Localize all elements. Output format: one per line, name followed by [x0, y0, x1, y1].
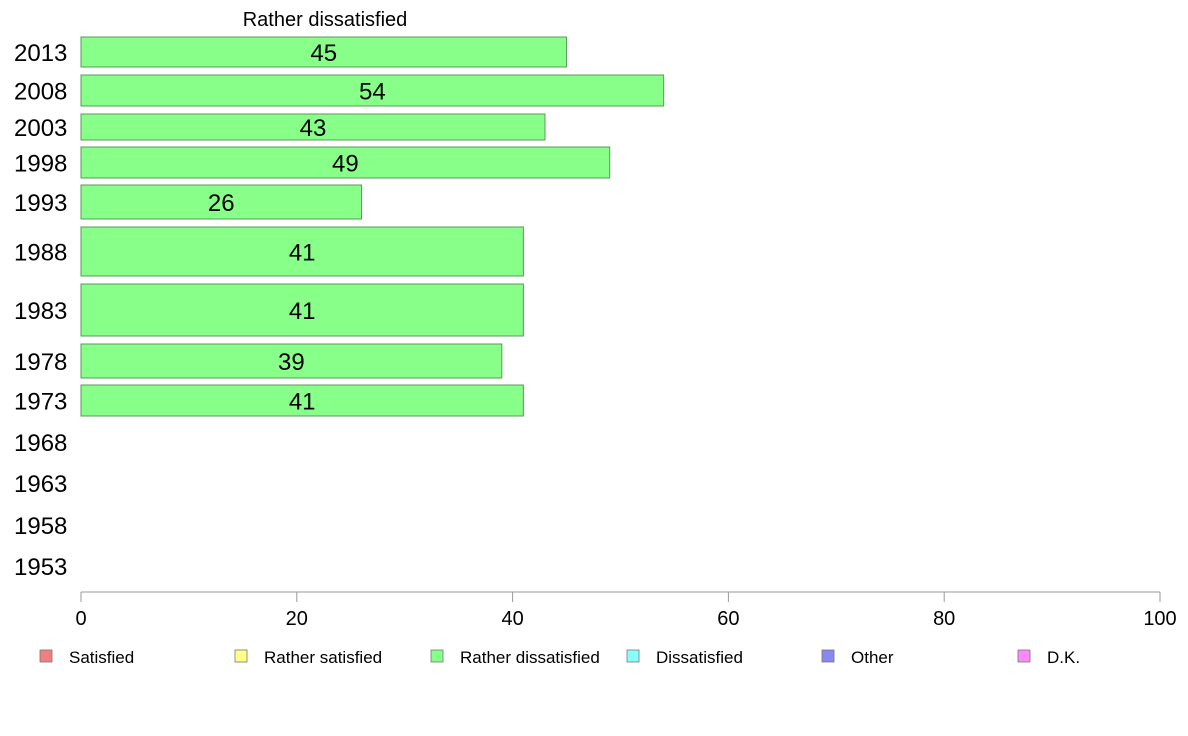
legend-swatch-rather-dissatisfied	[430, 649, 444, 663]
bar-1983	[80, 283, 524, 337]
legend-swatch-other	[821, 649, 835, 663]
legend-swatch-satisfied	[39, 649, 53, 663]
category-label-1993: 1993	[14, 190, 67, 217]
bar-value-label-1988: 41	[289, 240, 316, 267]
legend-swatch-dissatisfied	[626, 649, 640, 663]
category-label-1963: 1963	[14, 471, 67, 498]
bar-value-label-2003: 43	[300, 115, 327, 142]
legend-label-other: Other	[851, 648, 894, 667]
bar-2008	[80, 74, 665, 107]
bar-1988	[80, 226, 524, 277]
x-tick-label-20: 20	[286, 608, 308, 630]
x-tick-label-40: 40	[501, 608, 523, 630]
x-tick-label-60: 60	[717, 608, 739, 630]
bar-2013	[80, 36, 568, 68]
bar-1978	[80, 343, 503, 379]
x-tick-label-0: 0	[75, 608, 86, 630]
category-label-1958: 1958	[14, 513, 67, 540]
bar-value-label-1998: 49	[332, 151, 359, 178]
category-label-2003: 2003	[14, 115, 67, 142]
x-tick-label-80: 80	[933, 608, 955, 630]
legend-label-rather-dissatisfied: Rather dissatisfied	[460, 648, 600, 667]
bar-1973	[80, 384, 524, 417]
x-tick-label-100: 100	[1143, 608, 1176, 630]
bar-value-label-2008: 54	[359, 79, 386, 106]
category-label-1998: 1998	[14, 151, 67, 178]
bar-value-label-1983: 41	[289, 298, 316, 325]
bar-value-label-1993: 26	[208, 190, 235, 217]
category-label-1968: 1968	[14, 430, 67, 457]
bar-value-label-1978: 39	[278, 349, 305, 376]
category-label-1988: 1988	[14, 240, 67, 267]
legend-label-satisfied: Satisfied	[69, 648, 134, 667]
legend: Satisfied Rather satisfied Rather dissatis…	[39, 648, 1080, 667]
category-label-2008: 2008	[14, 79, 67, 106]
bar-value-label-1973: 41	[289, 389, 316, 416]
category-label-1978: 1978	[14, 349, 67, 376]
x-axis: 0 20 40 60 80 100	[75, 591, 1177, 630]
category-label-1953: 1953	[14, 554, 67, 581]
category-labels: 2013 2008 2003 1998 1993 1988 1983 1978 1973 1968…	[14, 40, 67, 581]
category-label-1983: 1983	[14, 298, 67, 325]
category-label-2013: 2013	[14, 40, 67, 67]
legend-label-d-k: D.K.	[1047, 648, 1080, 667]
bar-value-label-2013: 45	[310, 40, 337, 67]
bar-1998	[80, 146, 611, 179]
legend-swatch-rather-satisfied	[234, 649, 248, 663]
bar-2003	[80, 113, 546, 141]
category-label-1973: 1973	[14, 389, 67, 416]
legend-swatch-d-k	[1017, 649, 1031, 663]
legend-label-dissatisfied: Dissatisfied	[656, 648, 743, 667]
legend-label-rather-satisfied: Rather satisfied	[264, 648, 382, 667]
panel-title: Rather dissatisfied	[243, 9, 408, 31]
bar-1993	[80, 184, 363, 220]
